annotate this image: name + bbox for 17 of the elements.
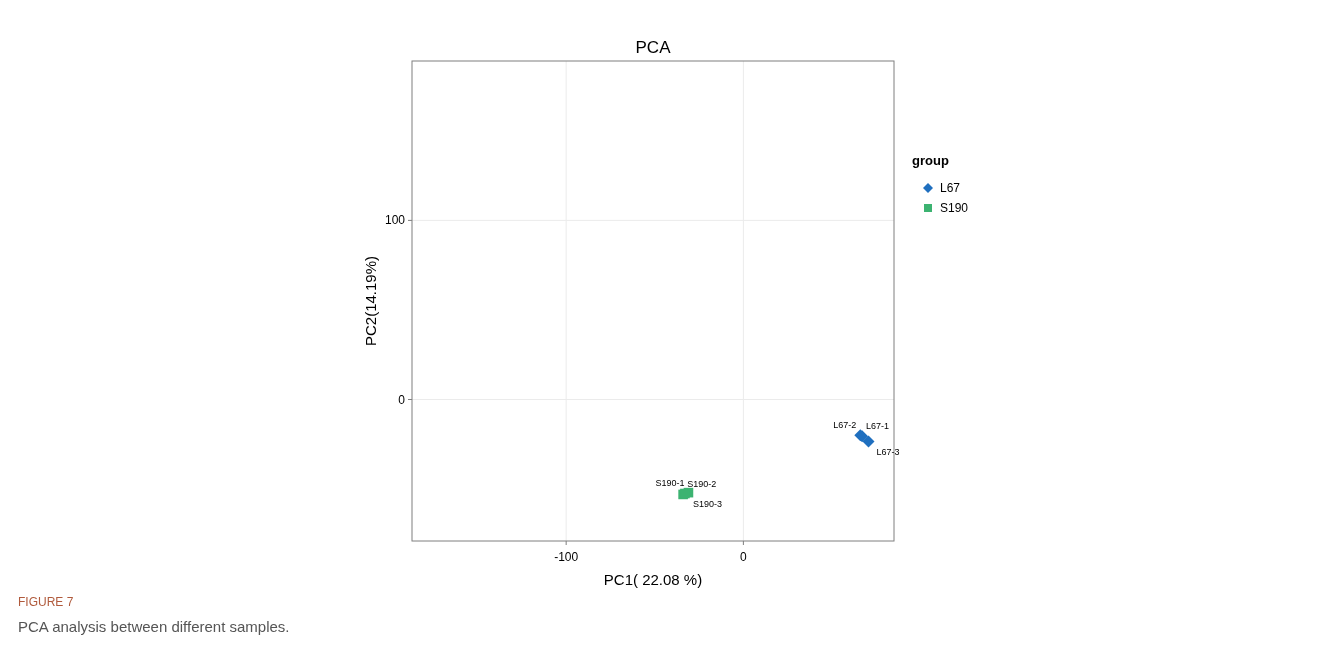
- annotation: L67-1: [866, 421, 890, 432]
- y-tick-label: 100: [384, 213, 406, 228]
- point: [862, 435, 875, 448]
- y-axis-title: PC2(14.19%): [362, 255, 379, 347]
- legend-label: L67: [940, 181, 961, 195]
- caption: FIGURE 7: [18, 595, 74, 609]
- chart-title: PCA: [635, 38, 672, 57]
- annotation: S190-3: [692, 498, 722, 509]
- x-axis-title: PC1( 22.08 %): [603, 571, 703, 588]
- annotation: S190-2: [687, 479, 717, 490]
- annotation: L67-2: [833, 420, 857, 431]
- annotation: L67-3: [876, 446, 900, 457]
- annotation: S190-1: [655, 477, 685, 488]
- legend-title: group: [912, 153, 949, 168]
- text: PCA analysis between different samples.: [18, 618, 290, 635]
- x-tick-label: -100: [554, 550, 579, 564]
- legend-label: S190: [940, 201, 969, 215]
